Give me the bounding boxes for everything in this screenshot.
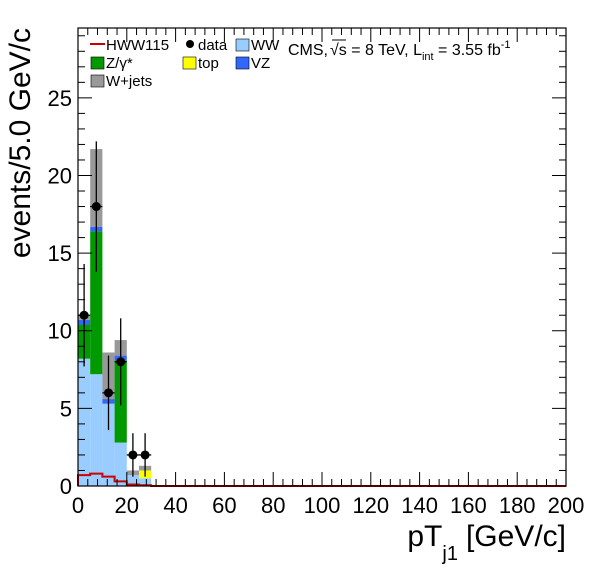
y-tick-label-0: 0 [60,474,72,499]
x-tick-label-40: 40 [163,493,187,518]
data-point-2 [104,388,113,398]
x-tick-label-80: 80 [261,493,285,518]
data-point-5 [140,450,150,460]
x-tick-label-0: 0 [72,493,84,518]
x-tick-label-100: 100 [304,493,341,518]
plot-frame [77,27,567,487]
legend-vz-label: VZ [251,55,270,72]
annotation-lumi-sub: int [422,51,434,63]
bar-ww-bin-2 [102,403,115,486]
x-tick-label-140: 140 [401,493,438,518]
legend-data-label: data [198,37,228,54]
annotation-lumi-value: = 3.55 fb [434,42,501,59]
x-tick-label-200: 200 [548,493,585,518]
x-axis-title-sub: j1 [441,543,458,565]
annotation-lumi-sup: -1 [501,39,511,51]
legend-hww115-label: HWW115 [106,37,169,54]
legend-zgamma-label: Z/γ* [106,55,133,72]
legend-vz-swatch [235,56,250,70]
bar-ww-bin-4 [126,475,139,486]
legend-top-label: top [198,55,219,72]
y-tick-label-25: 25 [48,86,72,111]
signal-line-hww115 [77,472,566,487]
y-axis-title: events/5.0 GeV/c [4,28,37,258]
legend-ww-swatch [235,38,250,52]
data-point-3 [116,357,126,367]
x-axis-ticks: 0 20 40 60 80 100 120 140 160 180 200 [72,28,584,518]
annotation-energy: s = 8 TeV, L [339,42,422,59]
x-tick-label-120: 120 [352,493,389,518]
legend-zgamma-swatch [90,56,105,70]
annotation-prefix: CMS, [288,42,328,59]
signal-line-group [77,472,566,487]
y-tick-label-20: 20 [48,163,72,188]
x-tick-label-180: 180 [499,493,536,518]
x-tick-label-160: 160 [450,493,487,518]
legend-top-swatch [182,56,197,70]
legend-data-marker [186,40,194,48]
bar-z-bin-1 [90,231,103,375]
y-tick-label-15: 15 [48,241,72,266]
data-point-1 [91,202,101,212]
legend-wjets-swatch [90,74,105,88]
bar-ww-bin-1 [90,374,103,486]
bar-ww-bin-0 [78,358,91,486]
x-tick-label-60: 60 [212,493,236,518]
legend-wjets-label: W+jets [106,73,152,90]
x-tick-label-20: 20 [115,493,139,518]
legend-ww-label: WW [251,37,280,54]
svg-text:CMS,√s = 8 TeV, Lint = 3.55 fb: CMS, √s = 8 TeV, Lint = 3.55 fb-1 [288,39,511,63]
x-axis-title-unit: [GeV/c] [466,520,566,553]
x-axis-title-main: pT [407,520,442,553]
sqrt-symbol: √ [330,42,339,59]
y-tick-label-5: 5 [60,396,72,421]
x-axis-title: pTj1 [GeV/c] [407,520,566,565]
y-tick-label-10: 10 [48,319,72,344]
stacked-bars [78,149,152,486]
bar-ww-bin-5 [139,478,152,486]
y-axis-ticks: 0 5 10 15 20 25 [48,35,566,499]
data-point-4 [128,450,138,460]
cms-annotation: CMS, √s = 8 TeV, Lint = 3.55 fb-1 [288,39,511,63]
bar-ww-bin-3 [114,442,127,486]
